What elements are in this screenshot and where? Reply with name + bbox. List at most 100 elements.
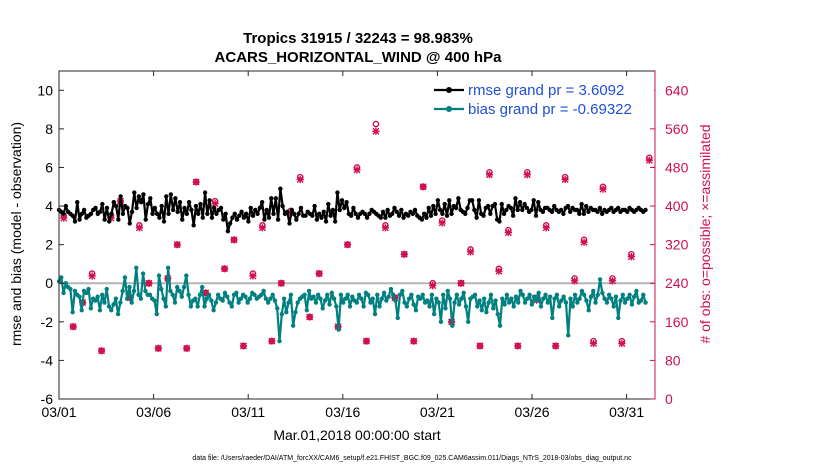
bias-data-point [104,286,109,292]
x-tick-label: 03/01 [41,404,76,420]
rmse-data-point [390,211,395,216]
rmse-data-point [392,205,397,211]
bias-data-point [99,292,105,298]
obs-assimilated-point [552,342,560,350]
rmse-data-point [223,211,228,216]
obs-assimilated-point [258,224,266,232]
bias-data-point [593,300,598,305]
obs-assimilated-point [627,253,635,261]
rmse-data-point [337,207,342,213]
bias-data-point [275,306,280,311]
bias-data-point [115,311,121,317]
bias-data-point [402,300,407,305]
rmse-data-point [250,213,256,218]
rmse-data-point [264,207,269,213]
rmse-data-point [529,207,534,213]
bias-data-point [163,304,169,309]
bias-data-point [634,288,639,294]
obs-possible-point [372,120,380,128]
rmse-data-point [177,200,183,205]
rmse-data-point [246,219,251,224]
rmse-data-point [294,217,299,222]
rmse-data-point [285,209,290,215]
rmse-data-point [533,213,539,218]
bias-data-point [438,319,444,325]
bias-data-point [641,292,646,298]
obs-assimilated-point [183,344,191,352]
rmse-data-point [136,194,142,199]
rmse-data-point [161,219,167,224]
bias-data-point [302,292,307,298]
bias-data-point [502,302,507,307]
obs-assimilated-point [362,337,371,345]
obs-assimilated-point [296,175,304,184]
bias-data-point [563,300,569,305]
rmse-data-point [113,203,119,209]
rmse-data-point [348,213,354,218]
obs-assimilated-point [466,248,475,256]
bias-data-point [343,296,348,301]
rmse-data-point [499,201,504,207]
rmse-data-point [412,207,418,213]
bias-data-point [286,300,291,305]
rmse-data-point [456,196,461,201]
bias-data-point [327,302,332,307]
bias-data-point [293,309,298,315]
rmse-data-point [428,213,434,218]
obs-assimilated-point [60,214,68,222]
bias-data-point [127,284,132,290]
bias-data-point [140,271,146,276]
y-left-tick-label: 6 [45,159,53,175]
rmse-data-point [253,207,258,213]
rmse-data-point [643,207,648,213]
legend: rmse grand pr = 3.6092 bias grand pr = -0… [432,78,654,122]
bias-data-point [79,308,84,313]
bias-data-point [345,292,350,298]
rmse-data-point [353,211,358,216]
rmse-data-point [433,211,438,216]
bias-data-point [627,292,632,298]
legend-rmse-marker [446,87,452,93]
bias-data-point [613,294,619,299]
bias-data-point [479,308,485,313]
bias-data-point [222,290,228,296]
rmse-data-point [148,196,153,201]
obs-assimilated-point [419,183,427,191]
bias-data-point [229,304,234,309]
rmse-data-point [100,201,105,207]
rmse-data-point [287,221,292,226]
rmse-data-point [524,205,530,211]
bias-data-point [484,309,489,315]
bias-data-point [111,302,116,307]
x-axis-label: Mar.01,2018 00:00:00 start [273,427,440,443]
bias-data-point [354,300,360,305]
bias-data-point [390,292,396,298]
bias-data-point [322,298,328,303]
rmse-data-point [568,209,573,215]
bias-data-point [225,294,230,299]
rmse-data-point [419,217,425,222]
x-tick-label: 03/31 [609,404,644,420]
bias-data-point [409,292,414,298]
bias-data-point [518,288,523,294]
bias-data-point [618,298,623,303]
bias-data-point [541,296,546,301]
rmse-data-point [501,211,507,216]
rmse-data-point [574,207,580,213]
bias-data-point [572,292,578,298]
rmse-data-point [485,203,491,209]
obs-assimilated-point [476,342,484,350]
rmse-data-point [202,190,208,195]
bias-data-point [156,273,162,278]
y-right-tick-label: 640 [665,82,689,98]
data-file-footnote: data file: /Users/raeder/DAI/ATM_forcXX/… [192,455,632,462]
bias-data-point [168,288,173,294]
chart-title-line1: Tropics 31915 / 32243 = 98.983% [243,30,473,47]
bias-data-point [434,296,439,301]
rmse-data-point [385,207,390,213]
rmse-data-point [465,205,470,211]
bias-data-point [379,296,385,301]
obs-assimilated-point [154,344,162,352]
bias-data-point [481,296,487,301]
